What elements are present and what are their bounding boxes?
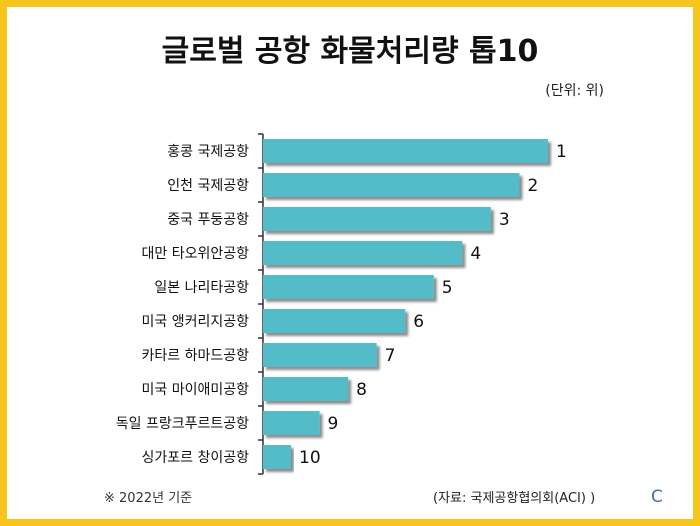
bar [263, 207, 491, 231]
category-label: 중국 푸둥공항 [167, 212, 249, 228]
value-label: 2 [527, 176, 538, 196]
value-label: 6 [413, 312, 424, 332]
value-label: 1 [556, 142, 567, 162]
bar [263, 445, 291, 469]
bar [263, 309, 406, 333]
category-label: 대만 타오위안공항 [142, 246, 250, 262]
bar [263, 173, 520, 197]
category-label: 미국 앵커리지공항 [142, 314, 250, 330]
value-label: 9 [328, 414, 339, 434]
category-label: 일본 나리타공항 [154, 280, 249, 296]
category-label: 홍콩 국제공항 [167, 144, 249, 160]
value-label: 10 [299, 448, 321, 468]
bar [263, 411, 320, 435]
value-label: 8 [356, 380, 367, 400]
bar [263, 241, 463, 265]
bar [263, 275, 434, 299]
category-label: 싱가포르 창이공항 [142, 450, 250, 466]
bar [263, 139, 548, 163]
category-label: 카타르 하마드공항 [142, 348, 250, 364]
category-label: 인천 국제공항 [167, 178, 249, 194]
source-note: (자료: 국제공항협의회(ACI) ) [433, 491, 596, 506]
category-label: 독일 프랑크푸르트공항 [116, 416, 249, 432]
value-label: 4 [470, 244, 481, 264]
value-label: 3 [499, 210, 510, 230]
value-label: 7 [385, 346, 396, 366]
value-label: 5 [442, 278, 453, 298]
bar [263, 377, 349, 401]
unit-label: (단위: 위) [545, 83, 604, 99]
footnote: ※ 2022년 기준 [104, 491, 193, 506]
logo-mark: C [651, 487, 663, 507]
chart-title: 글로벌 공항 화물처리량 톱10 [161, 34, 539, 69]
bar [263, 343, 377, 367]
category-label: 미국 마이애미공항 [142, 382, 250, 398]
